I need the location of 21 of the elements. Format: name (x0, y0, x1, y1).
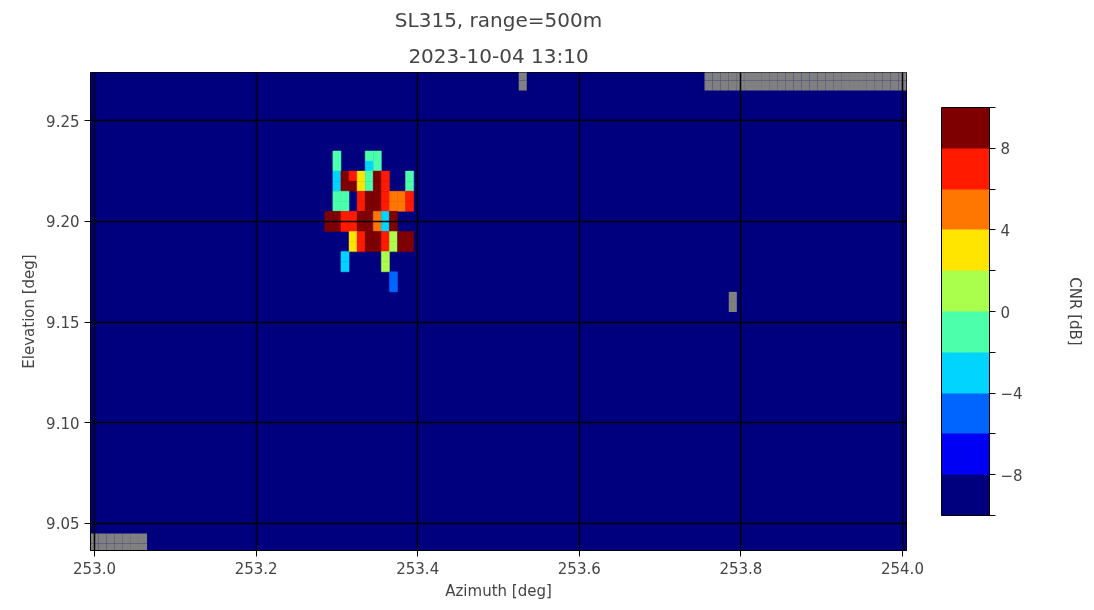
x-tick-label: 253.6 (557, 559, 601, 578)
x-tick-label: 253.0 (73, 559, 117, 578)
color-bar-label: 4 (1000, 221, 1011, 240)
color-bar-label: −4 (1000, 385, 1023, 404)
x-tick-label: 254.0 (880, 559, 924, 578)
x-tick-label: 253.8 (719, 559, 763, 578)
chart-title: SL315, range=500m (394, 7, 603, 32)
y-tick-label: 9.20 (46, 213, 80, 232)
y-tick-label: 9.25 (46, 112, 80, 131)
color-bar-label: 0 (1000, 303, 1011, 322)
x-axis-title: Azimuth [deg] (445, 581, 552, 600)
y-tick-label: 9.05 (46, 515, 80, 534)
y-tick-label: 9.15 (46, 314, 80, 333)
x-tick-label: 253.4 (396, 559, 440, 578)
y-tick-label: 9.10 (46, 414, 80, 433)
color-bar-label: 8 (1000, 140, 1011, 159)
color-bar-title: CNR [dB] (1065, 277, 1084, 346)
y-axis-title: Elevation [deg] (20, 254, 39, 369)
x-tick-label: 253.2 (234, 559, 278, 578)
chart-subtitle: 2023-10-04 13:10 (408, 43, 589, 68)
color-bar-label: −8 (1000, 466, 1023, 485)
